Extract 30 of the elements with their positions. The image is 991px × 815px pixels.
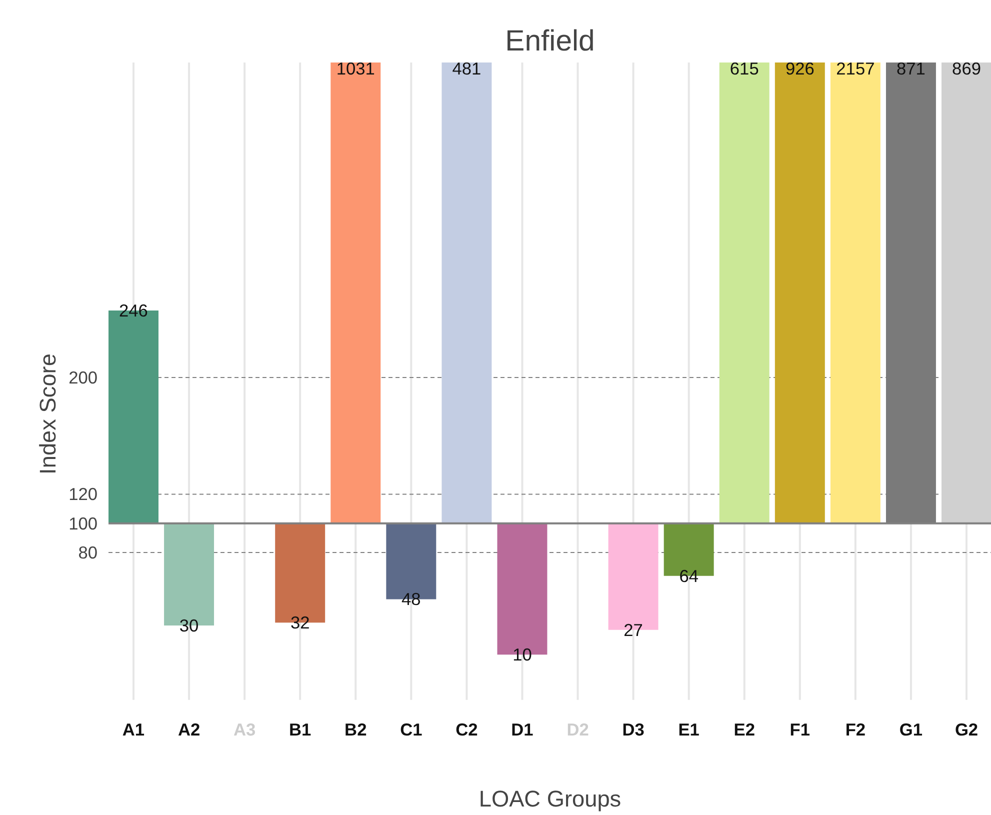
data-label: 27 [624,620,643,640]
data-label: 926 [785,58,814,78]
data-label: 30 [179,615,199,636]
x-tick-label: B1 [289,719,312,740]
y-tick-label: 100 [68,513,98,534]
data-label: 871 [896,58,926,78]
x-tick-label: D3 [622,719,645,740]
x-tick-label: F2 [845,719,866,740]
x-tick-label: A1 [122,719,145,740]
x-tick-label: G1 [899,719,923,740]
y-tick-label: 200 [68,368,98,388]
x-tick-label: F1 [790,719,810,740]
chart-title: Enfield [505,24,595,58]
x-tick-label: G2 [954,719,978,740]
y-tick-label: 80 [78,542,98,563]
data-label: 2157 [836,58,875,78]
x-tick-label: A2 [178,719,200,740]
x-tick-label: B2 [344,719,367,740]
y-axis-title: Index Score [34,354,61,474]
data-label: 615 [730,58,759,78]
x-axis-title: LOAC Groups [478,786,622,812]
x-tick-label: C1 [400,719,423,740]
x-tick-label: E2 [734,719,755,740]
data-label: 869 [952,58,981,78]
data-label: 1031 [336,58,375,78]
y-tick-label: 120 [68,484,98,504]
x-tick-label: C2 [456,719,478,740]
data-label: 481 [452,58,482,78]
x-tick-label: E1 [678,719,700,740]
x-tick-label: D1 [511,719,534,740]
